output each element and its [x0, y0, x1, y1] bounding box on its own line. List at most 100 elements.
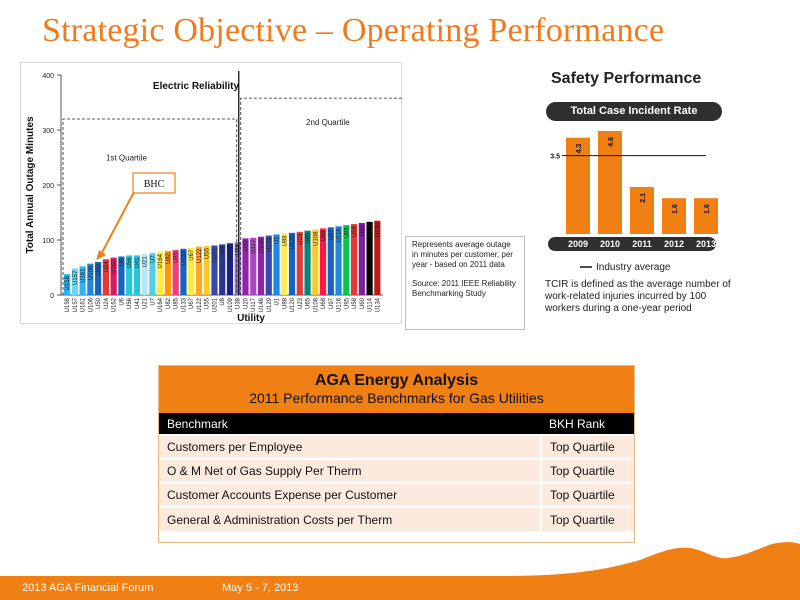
- bhc-callout-label: BHC: [144, 179, 165, 190]
- benchmark-table: Benchmark BKH Rank Customers per Employe…: [159, 413, 634, 531]
- year-label: 2013: [696, 239, 716, 249]
- bar-label: U114: [368, 223, 374, 238]
- bar-U20: [242, 238, 249, 295]
- bar-label: U129: [267, 237, 273, 252]
- x-tick-label: U7: [150, 297, 156, 305]
- bar-U38: [234, 242, 241, 295]
- x-tick-label: U120: [290, 297, 296, 312]
- x-tick-label: U95: [344, 297, 350, 309]
- x-tick-label: U106: [88, 297, 94, 312]
- bar-label: U8: [220, 246, 226, 254]
- bar-label: U122: [197, 248, 203, 263]
- tcir-value-label: 4.6: [608, 137, 615, 147]
- y-tick-label: 0: [50, 293, 54, 300]
- year-label: 2009: [568, 239, 588, 249]
- bar-label: U6: [119, 258, 125, 266]
- year-band: [548, 237, 716, 251]
- bar-U58: [350, 224, 358, 295]
- bar-label: U1: [275, 236, 281, 244]
- year-label: 2010: [600, 239, 620, 249]
- bar-label: U55: [205, 247, 211, 259]
- x-tick-label: U108: [313, 297, 319, 312]
- rank-cell: Top Quartile: [540, 434, 634, 459]
- bhc-callout-box: [132, 172, 176, 194]
- x-tick-label: U134: [375, 297, 381, 312]
- year-label: 2011: [632, 239, 652, 249]
- bar-U114: [366, 221, 373, 295]
- x-tick-label: U6: [119, 297, 125, 305]
- x-tick-label: U133: [181, 297, 187, 312]
- bar-U60: [358, 222, 365, 295]
- bar-U109: [226, 243, 234, 295]
- bar-label: U116: [337, 228, 343, 243]
- y-tick-label: 100: [42, 238, 54, 245]
- table-header-row: Benchmark BKH Rank: [159, 413, 634, 435]
- bar-label: U106: [88, 265, 94, 280]
- bar-label: U157: [73, 270, 79, 285]
- reliability-chart-title: Electric Reliability: [153, 81, 240, 92]
- bar-U56: [126, 255, 133, 295]
- bar-label: U67: [189, 249, 195, 261]
- footer-dates: May 5 - 7, 2013: [222, 582, 299, 594]
- second-quartile-bracket: [240, 97, 403, 295]
- electric-reliability-svg: 0100200300400U158U158U157U157U161U161U10…: [25, 71, 403, 324]
- x-tick-label: U67: [189, 297, 195, 309]
- bar-label: U133: [181, 250, 187, 265]
- x-tick-label: U158: [65, 297, 71, 312]
- tcir-value-label: 4.3: [576, 144, 583, 154]
- bar-U129: [265, 235, 272, 295]
- reliability-note-source: Source: 2011 IEEE Reliability Benchmarki…: [412, 279, 516, 298]
- aga-subtitle: 2011 Performance Benchmarks for Gas Util…: [249, 390, 544, 406]
- bar-U97: [327, 227, 334, 295]
- x-tick-label: U1: [275, 297, 281, 305]
- rank-cell: Top Quartile: [540, 458, 634, 483]
- bar-U65: [304, 230, 311, 295]
- x-tick-label: U65: [306, 297, 312, 309]
- table-row: O & M Net of Gas Supply Per Therm Top Qu…: [159, 458, 634, 483]
- bar-U122: [195, 246, 203, 295]
- x-tick-label: U23: [298, 297, 304, 309]
- x-tick-label: U129: [267, 297, 273, 312]
- bar-label: U41: [135, 257, 141, 269]
- bhc-arrow-head: [96, 250, 107, 260]
- footer-event: 2013 AGA Financial Forum: [22, 582, 154, 594]
- bar-U6: [118, 256, 125, 295]
- aga-benchmark-table: AGA Energy Analysis 2011 Performance Ben…: [158, 365, 635, 543]
- bar-U201: [211, 245, 218, 295]
- bar-U8: [219, 244, 226, 295]
- y-tick-label: 400: [42, 73, 54, 80]
- x-tick-label: U56: [127, 297, 133, 309]
- bar-U7: [149, 253, 156, 295]
- bar-label: U60: [360, 224, 366, 236]
- x-tick-label: U114: [368, 297, 374, 312]
- bar-label: U108: [313, 231, 319, 246]
- footer-bar: 2013 AGA Financial Forum May 5 - 7, 2013: [0, 576, 800, 600]
- x-tick-label: U68: [321, 297, 327, 309]
- bar-U88: [281, 233, 288, 295]
- x-axis-title: Utility: [237, 313, 265, 324]
- bar-U133: [180, 248, 187, 295]
- column-header-rank: BKH Rank: [541, 413, 634, 435]
- footer-swoosh: [0, 542, 800, 580]
- x-tick-label: U162: [112, 297, 118, 312]
- table-row: Customers per Employee Top Quartile: [159, 434, 634, 459]
- bar-label: U56: [127, 257, 133, 269]
- bar-label: U88: [282, 235, 288, 247]
- tcir-bar-2009: [566, 137, 590, 234]
- bar-label: U95: [344, 226, 350, 238]
- bar-U55: [203, 246, 210, 295]
- bar-U164: [157, 252, 164, 295]
- bar-label: U58: [352, 225, 358, 237]
- x-tick-label: U24: [104, 297, 110, 309]
- first-quartile-bracket: [62, 118, 238, 295]
- safety-heading: Safety Performance: [551, 70, 702, 87]
- bar-U23: [296, 231, 303, 295]
- x-tick-label: U109: [228, 297, 234, 312]
- bar-U21: [141, 254, 148, 295]
- x-tick-label: U41: [135, 297, 141, 309]
- rank-cell: Top Quartile: [540, 506, 634, 531]
- column-header-benchmark: Benchmark: [159, 413, 541, 435]
- bar-U41: [133, 255, 141, 295]
- bar-U116: [335, 226, 342, 295]
- x-tick-label: U97: [329, 297, 335, 309]
